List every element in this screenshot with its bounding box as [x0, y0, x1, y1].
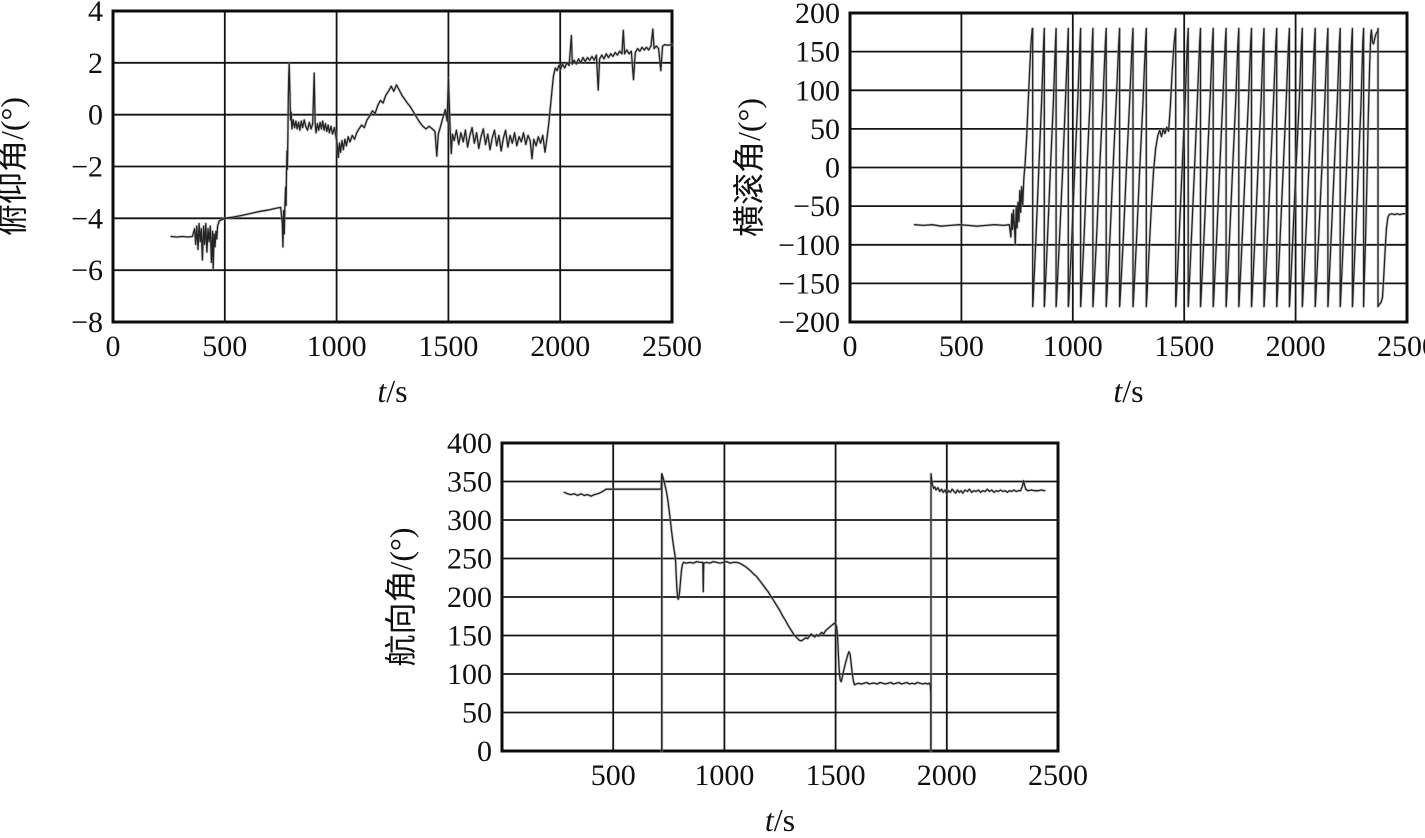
y-tick-label: 0 — [477, 735, 492, 768]
tick-labels: 05001000150020002500200150100500−50−100−… — [778, 0, 1425, 363]
x-tick-label: 2000 — [1266, 330, 1326, 363]
roll-angle-svg: 05001000150020002500200150100500−50−100−… — [731, 0, 1425, 409]
heading-angle-svg: 500 1000 1500 2000 2500400350300250200150100… — [383, 427, 1088, 838]
y-tick-label: 0 — [88, 99, 103, 132]
x-tick-label: 2500 — [1028, 759, 1088, 792]
y-tick-label: 150 — [447, 620, 492, 653]
x-axis-label: t/s — [765, 802, 795, 838]
pitch-angle-chart: 0 500 1000 1500 2000 2500 4 2 0 −2 −4 −6 −8 t/s 俯仰角/(°… — [0, 0, 705, 420]
y-tick-label: 50 — [462, 697, 492, 730]
gridlines — [850, 13, 1407, 322]
x-tick-label: 1000 — [1043, 330, 1103, 363]
y-tick-label: 300 — [447, 504, 492, 537]
y-tick-label: 200 — [447, 581, 492, 614]
x-tick-label: 2000 — [917, 759, 977, 792]
y-tick-label: 2 — [88, 47, 103, 80]
y-tick-label: −2 — [71, 151, 103, 184]
y-tick-label: 4 — [88, 0, 103, 28]
gridlines — [502, 443, 1058, 751]
tick-labels: 500 1000 1500 2000 2500400350300250200150100… — [447, 427, 1088, 792]
x-tick-label: 2500 — [1377, 330, 1425, 363]
y-tick-label: 100 — [795, 74, 840, 107]
x-tick-label: 0 — [106, 330, 121, 363]
y-tick-label: −200 — [778, 306, 840, 339]
y-tick-label: 250 — [447, 543, 492, 576]
plot-frame — [111, 9, 674, 324]
x-tick-label: 500 — [202, 330, 247, 363]
roll-angle-chart: 05001000150020002500200150100500−50−100−… — [720, 0, 1425, 420]
y-tick-label: 400 — [447, 427, 492, 460]
series-trace — [563, 473, 1046, 752]
y-tick-label: 50 — [810, 113, 840, 146]
x-tick-label: 1000 — [307, 330, 367, 363]
y-tick-label: 100 — [447, 658, 492, 691]
plot-frame — [500, 441, 1060, 753]
y-tick-label: −50 — [793, 190, 840, 223]
series-trace-fuzz — [562, 472, 1047, 753]
y-tick-label: 350 — [447, 466, 492, 499]
x-tick-label: 1000 — [694, 759, 754, 792]
x-tick-label: 500 — [591, 759, 636, 792]
series-trace — [170, 28, 673, 270]
y-tick-label: −150 — [778, 267, 840, 300]
x-tick-label: 2000 — [530, 330, 590, 363]
x-tick-label: 2500 — [642, 330, 702, 363]
heading-angle-chart: 500 1000 1500 2000 2500 400 350 300 250 200 150 100… — [360, 420, 1140, 838]
x-axis-label: t/s — [377, 373, 407, 409]
y-tick-label: 0 — [825, 152, 840, 185]
y-axis-label: 航向角/(°) — [383, 527, 419, 666]
y-tick-label: −6 — [71, 254, 103, 287]
y-axis-label: 横滚角/(°) — [731, 98, 767, 237]
tick-labels: 0 500 1000 1500 2000 2500 4 2 0 −2 −4 −6 −8 — [71, 0, 702, 363]
y-tick-label: −8 — [71, 306, 103, 339]
series-trace — [913, 27, 1406, 308]
x-axis-label: t/s — [1113, 373, 1143, 409]
x-tick-label: 1500 — [806, 759, 866, 792]
x-tick-label: 500 — [939, 330, 984, 363]
x-tick-label: 0 — [843, 330, 858, 363]
y-axis-label: 俯仰角/(°) — [0, 97, 30, 236]
y-tick-label: −100 — [778, 229, 840, 262]
y-tick-label: 150 — [795, 36, 840, 69]
y-tick-label: −4 — [71, 202, 103, 235]
y-tick-label: 200 — [795, 0, 840, 30]
gridlines — [113, 11, 672, 322]
x-tick-label: 1500 — [418, 330, 478, 363]
x-tick-label: 1500 — [1154, 330, 1214, 363]
pitch-angle-svg: 0 500 1000 1500 2000 2500 4 2 0 −2 −4 −6 −8 t/s 俯仰角/(°… — [0, 0, 702, 409]
plot-frame — [848, 11, 1409, 324]
